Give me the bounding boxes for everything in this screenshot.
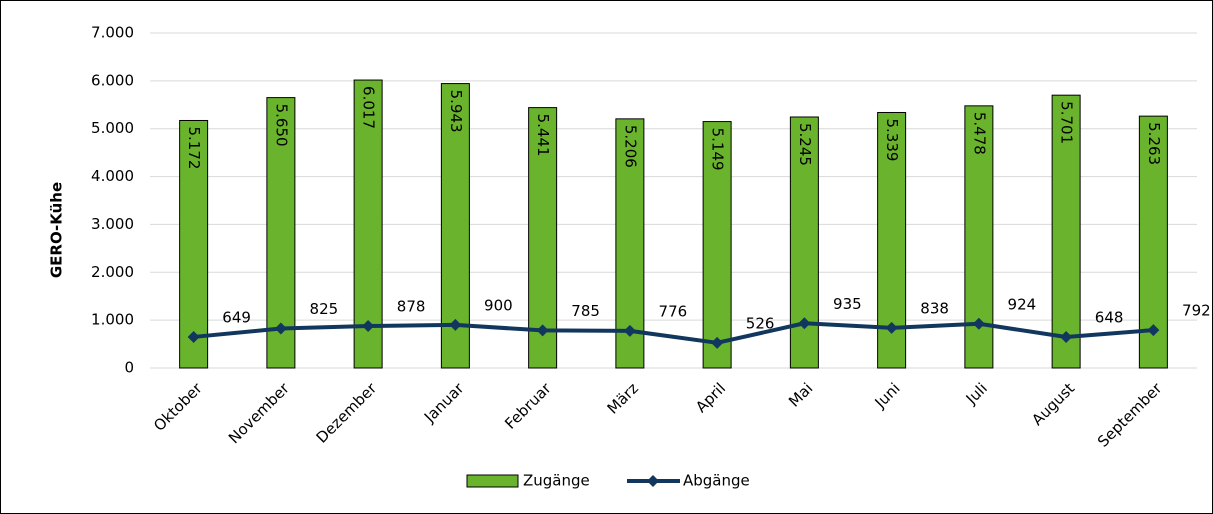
line-marker — [187, 330, 200, 343]
bar-value-label: 6.017 — [360, 86, 378, 129]
y-tick-label: 0 — [124, 359, 134, 377]
line-value-label: 776 — [659, 302, 688, 320]
bar-value-label: 5.339 — [883, 118, 901, 161]
line-value-label: 526 — [746, 314, 775, 332]
y-tick-label: 2.000 — [91, 263, 134, 281]
line-value-label: 825 — [310, 300, 339, 318]
line-marker — [623, 324, 636, 337]
legend-swatch — [466, 474, 519, 488]
bar — [702, 121, 732, 369]
line-value-label: 878 — [397, 297, 426, 315]
line-marker — [798, 317, 811, 330]
line-value-label: 648 — [1095, 308, 1124, 326]
bar-value-label: 5.206 — [621, 125, 639, 168]
line-marker — [972, 317, 985, 330]
line-marker — [362, 319, 375, 332]
bar-value-label: 5.263 — [1145, 122, 1163, 165]
y-tick-label: 3.000 — [91, 215, 134, 233]
line-value-label: 838 — [920, 299, 949, 317]
bar-value-label: 5.478 — [970, 112, 988, 155]
y-tick-label: 4.000 — [91, 167, 134, 185]
bar-value-label: 5.943 — [447, 90, 465, 133]
bar-value-label: 5.701 — [1058, 101, 1076, 144]
line-marker — [1147, 324, 1160, 337]
line-marker — [536, 324, 549, 337]
y-tick-label: 1.000 — [91, 311, 134, 329]
line-marker — [449, 318, 462, 331]
bar — [528, 107, 558, 369]
line-marker — [274, 322, 287, 335]
bar-value-label: 5.149 — [709, 128, 727, 171]
line-marker — [711, 336, 724, 349]
bar-value-label: 5.172 — [185, 126, 203, 169]
y-tick-label: 5.000 — [91, 119, 134, 137]
bar — [179, 119, 209, 369]
legend-label: Abgänge — [683, 472, 750, 490]
legend-label: Zugänge — [523, 472, 590, 490]
line-marker — [885, 321, 898, 334]
line-value-label: 649 — [222, 308, 251, 326]
y-tick-label: 6.000 — [91, 71, 134, 89]
line-value-label: 924 — [1008, 295, 1037, 313]
line-value-label: 792 — [1182, 302, 1211, 320]
y-axis-title: GERO-Kühe — [48, 182, 66, 278]
bar — [1051, 94, 1081, 369]
line-marker — [1060, 330, 1073, 343]
bar-value-label: 5.650 — [272, 104, 290, 147]
bar-value-label: 5.245 — [796, 123, 814, 166]
y-tick-label: 7.000 — [91, 24, 134, 42]
bar-value-label: 5.441 — [534, 114, 552, 157]
line-value-label: 935 — [833, 295, 862, 313]
line-value-label: 785 — [571, 302, 600, 320]
line-value-label: 900 — [484, 296, 513, 314]
line — [193, 321, 1154, 345]
legend-marker — [647, 475, 659, 487]
